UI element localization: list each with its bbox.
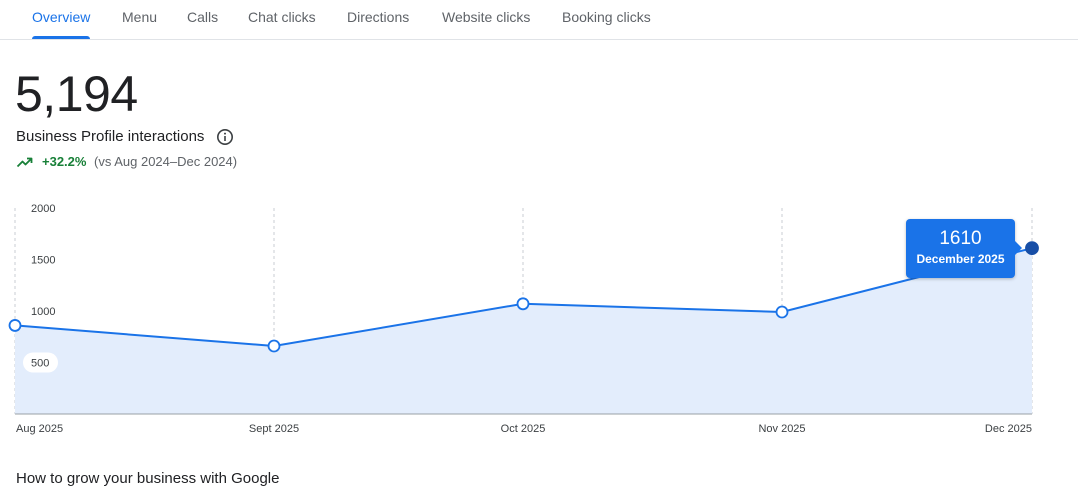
section-title: How to grow your business with Google (16, 470, 280, 487)
tab-overview[interactable]: Overview (32, 0, 91, 39)
tab-bar: Overview Menu Calls Chat clicks Directio… (0, 0, 1078, 40)
tab-chat-clicks[interactable]: Chat clicks (248, 9, 316, 25)
trend-comparison: (vs Aug 2024–Dec 2024) (94, 154, 238, 169)
tooltip-value: 1610 (939, 228, 982, 249)
x-tick-label: Aug 2025 (16, 423, 63, 435)
interactions-chart: 2000 1500 1000 500 Aug 2025 Sept 2025 Oct 2025… (8, 203, 1039, 435)
data-point (516, 297, 530, 311)
x-tick-label: Nov 2025 (758, 423, 805, 435)
data-point (267, 339, 281, 353)
x-tick-label: Sept 2025 (249, 423, 299, 435)
y-tick-label: 2000 (31, 203, 55, 215)
tab-calls[interactable]: Calls (187, 9, 219, 25)
tab-menu[interactable]: Menu (122, 9, 158, 25)
x-tick-label: Oct 2025 (501, 423, 546, 435)
trending-up-icon (16, 157, 33, 168)
y-tick-pill (23, 352, 58, 373)
tab-booking-clicks[interactable]: Booking clicks (562, 9, 651, 25)
info-icon[interactable] (216, 128, 234, 146)
interactions-total: 5,194 (15, 66, 138, 122)
chart-tooltip: 1610 December 2025 (906, 219, 1022, 278)
data-point (8, 319, 22, 332)
series-area (15, 248, 1032, 414)
trend-change: +32.2% (42, 154, 87, 169)
data-point (1025, 241, 1039, 256)
x-tick-label: Dec 2025 (985, 423, 1032, 435)
y-tick-label: 1000 (31, 306, 55, 318)
metric-label: Business Profile interactions (16, 128, 205, 145)
tab-website-clicks[interactable]: Website clicks (442, 9, 531, 25)
y-tick-label: 500 (31, 358, 49, 370)
tab-directions[interactable]: Directions (347, 9, 410, 25)
tooltip-date: December 2025 (916, 252, 1005, 266)
y-tick-label: 1500 (31, 255, 55, 267)
data-point (775, 305, 789, 319)
